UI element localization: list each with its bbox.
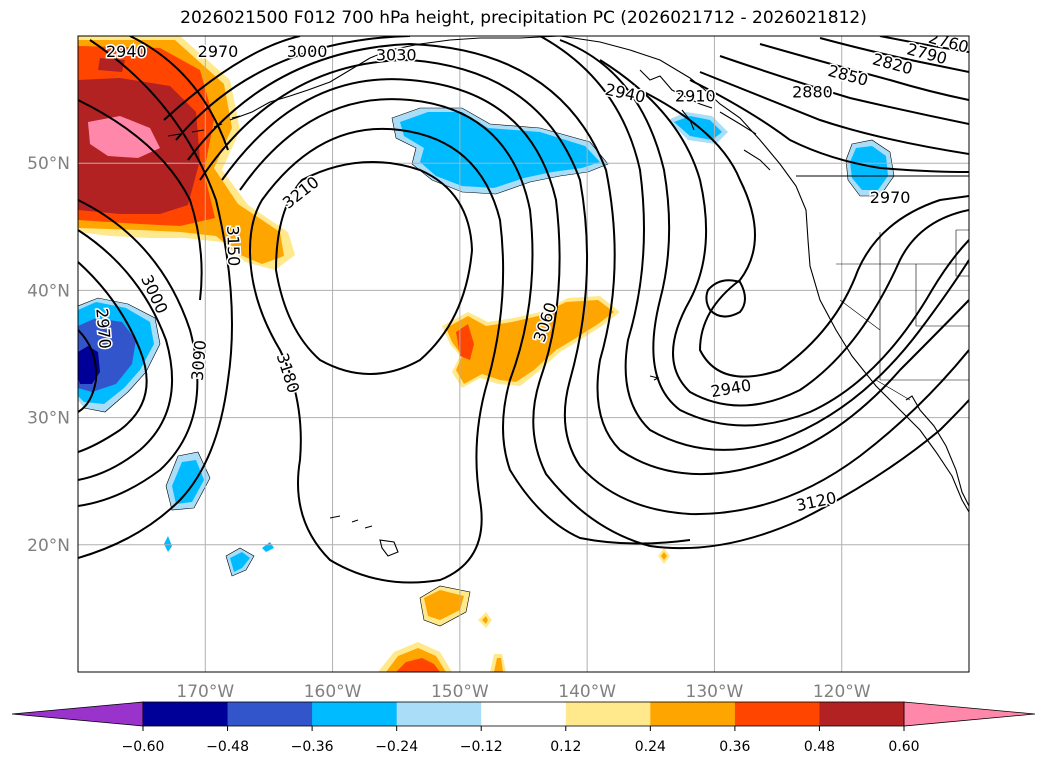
colorbar-box [143, 702, 229, 726]
contour-label: 3150 [223, 225, 243, 266]
contour-3120 [221, 78, 969, 550]
contour-2880 [699, 71, 969, 155]
contour-label: 3090 [188, 339, 210, 381]
contour-west-5 [78, 99, 203, 301]
lat-tick-label: 30°N [27, 409, 70, 429]
lon-tick-label: 170°W [176, 682, 234, 702]
contour-2820 [759, 43, 969, 101]
contour-label: 2880 [792, 82, 833, 101]
lon-tick-label: 120°W [813, 682, 871, 702]
contour-west-4 [78, 39, 233, 559]
colorbar-tick-label: 0.24 [635, 739, 666, 755]
contour-3210 [274, 161, 474, 375]
axis-labels: 20°N 30°N 40°N 50°N 170°W 160°W 150°W 140°W 130°… [27, 154, 871, 702]
colorbar-box [396, 702, 482, 726]
contour-3030 [175, 36, 969, 451]
colorbar-tick-label: 0.48 [804, 739, 835, 755]
mexico-coast [905, 395, 969, 507]
lat-tick-label: 50°N [27, 154, 70, 174]
colorbar-tick-label: 0.36 [719, 739, 750, 755]
map-frame [77, 35, 970, 673]
graticule [78, 36, 969, 672]
lon-tick-label: 140°W [558, 682, 616, 702]
colorbar-tick-label: −0.48 [206, 739, 249, 755]
hawaii [329, 515, 399, 557]
lon-tick-label: 130°W [686, 682, 744, 702]
contour-2850 [719, 55, 969, 125]
vancouver-is [743, 149, 771, 171]
contour-2790 [819, 37, 969, 73]
aleutians [167, 115, 241, 137]
height-contours [78, 36, 969, 584]
colorbar-tick-label: 0.60 [888, 739, 919, 755]
contour-label: 2910 [675, 86, 716, 105]
lon-tick-label: 150°W [431, 682, 489, 702]
bc-fjords [639, 69, 757, 135]
precip-positive-nw-5 [88, 116, 160, 158]
colorbar-box [312, 702, 398, 726]
coastlines [167, 36, 969, 557]
colorbar-extend-under [11, 701, 144, 727]
contour-3180 [248, 127, 505, 584]
contour-2910 [689, 79, 969, 173]
colorbar-tick-label: −0.24 [375, 739, 418, 755]
contour-label: 2970 [92, 307, 114, 349]
colorbar-frame [142, 701, 905, 727]
colorbar-tick-label: −0.12 [460, 739, 503, 755]
colorbar-box [227, 702, 313, 726]
colorbar-box [650, 702, 736, 726]
contour-label: 3000 [287, 42, 328, 61]
contour-2910-low [705, 279, 746, 318]
colorbar-extend-over [903, 701, 1036, 727]
colorbar-box [565, 702, 651, 726]
contour-west-6 [78, 329, 98, 413]
colorbar-box [481, 702, 567, 726]
colorbar-tick-label: 0.12 [550, 739, 581, 755]
contour-west-7 [129, 36, 229, 151]
lat-tick-label: 40°N [27, 281, 70, 301]
us-state-lines [836, 229, 969, 401]
contour-3090 [199, 58, 969, 516]
colorbar: −0.60 −0.48 −0.36 −0.24 −0.12 0.12 0.24 0.36 0.4… [11, 701, 1036, 755]
colorbar-tick-label: −0.36 [291, 739, 334, 755]
map-title: 2026021500 F012 700 hPa height, precipit… [180, 8, 867, 28]
contour-3150 [239, 98, 691, 545]
alaska-coast [229, 36, 969, 513]
contour-label: 2970 [870, 188, 911, 207]
contour-label: 2940 [106, 42, 147, 61]
contour-west-2 [78, 229, 173, 481]
contour-west-3 [78, 199, 199, 507]
contour-2940 [639, 89, 969, 378]
contour-2760 [879, 36, 969, 53]
precipitation-shading [78, 36, 894, 672]
colorbar-box [819, 702, 905, 726]
contour-label: 2970 [198, 42, 239, 61]
contour-label: 3030 [376, 46, 417, 65]
lat-tick-label: 20°N [27, 536, 70, 556]
contour-west-1 [78, 261, 148, 453]
colorbar-box [734, 702, 820, 726]
precip-negative-north-2 [400, 112, 600, 188]
lon-tick-label: 160°W [304, 682, 362, 702]
contour-3060 [187, 42, 969, 475]
colorbar-tick-label: −0.60 [122, 739, 165, 755]
contour-2970 [599, 59, 969, 407]
precip-outlines [78, 107, 895, 627]
contour-3000 [163, 36, 969, 427]
